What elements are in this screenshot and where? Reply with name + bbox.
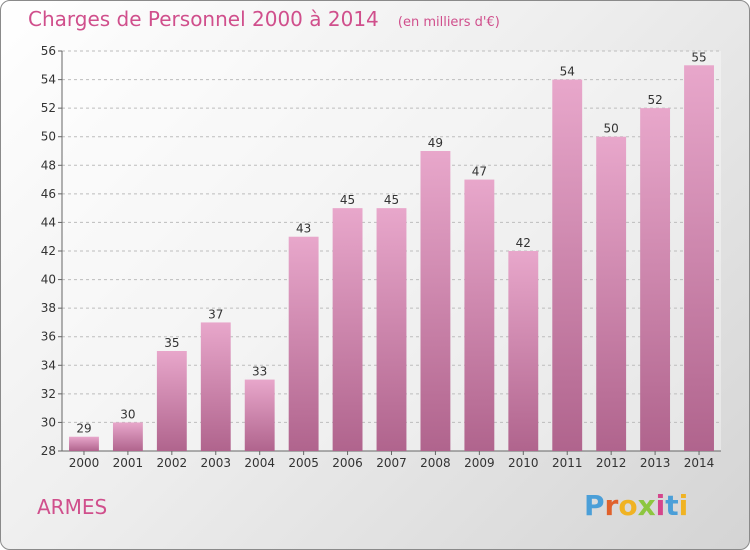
x-tick-label: 2000 bbox=[69, 456, 100, 470]
y-tick-label: 36 bbox=[41, 330, 56, 344]
y-tick-label: 34 bbox=[41, 358, 56, 372]
bar-value-label: 35 bbox=[164, 336, 179, 350]
town-name: ARMES bbox=[37, 495, 108, 519]
bar-value-label: 29 bbox=[76, 422, 91, 436]
logo-letter: i bbox=[655, 489, 666, 522]
y-tick-label: 42 bbox=[41, 244, 56, 258]
bar bbox=[552, 79, 583, 452]
bar bbox=[464, 179, 495, 452]
x-tick-label: 2006 bbox=[332, 456, 363, 470]
bar-value-label: 33 bbox=[252, 365, 267, 379]
bar-value-label: 50 bbox=[604, 122, 619, 136]
bar-value-label: 30 bbox=[120, 407, 135, 421]
x-tick-label: 2005 bbox=[288, 456, 319, 470]
bar-value-label: 37 bbox=[208, 307, 223, 321]
bar bbox=[508, 251, 539, 451]
y-tick-label: 56 bbox=[41, 44, 56, 58]
x-tick-label: 2001 bbox=[113, 456, 144, 470]
bar bbox=[200, 322, 231, 451]
bar-value-label: 42 bbox=[516, 236, 531, 250]
bar bbox=[112, 422, 143, 451]
bar bbox=[596, 136, 627, 451]
proxiti-logo: Proxiti bbox=[584, 489, 688, 522]
title-unit: (en milliers d'€) bbox=[397, 15, 500, 30]
y-tick-label: 28 bbox=[41, 444, 56, 458]
bar-value-label: 55 bbox=[691, 50, 706, 64]
x-tick-label: 2008 bbox=[420, 456, 451, 470]
bar bbox=[156, 351, 187, 451]
bar-value-label: 43 bbox=[296, 222, 311, 236]
y-tick-label: 46 bbox=[41, 187, 56, 201]
bar bbox=[640, 108, 671, 452]
logo-letter: i bbox=[678, 489, 689, 522]
y-tick-label: 40 bbox=[41, 273, 56, 287]
x-tick-label: 2004 bbox=[244, 456, 275, 470]
y-tick-label: 30 bbox=[41, 415, 56, 429]
logo-letter: o bbox=[618, 489, 638, 522]
bar bbox=[376, 208, 407, 451]
logo-letter: r bbox=[604, 489, 619, 522]
bar bbox=[420, 151, 451, 451]
y-tick-label: 54 bbox=[41, 73, 56, 87]
x-tick-label: 2012 bbox=[596, 456, 627, 470]
bar bbox=[684, 65, 714, 452]
x-tick-label: 2011 bbox=[552, 456, 583, 470]
chart-title: Charges de Personnel 2000 à 2014 (en mil… bbox=[28, 7, 500, 31]
y-tick-label: 44 bbox=[41, 215, 56, 229]
bar bbox=[332, 208, 363, 451]
y-tick-label: 48 bbox=[41, 158, 56, 172]
logo-letter: t bbox=[665, 489, 679, 522]
x-tick-label: 2010 bbox=[508, 456, 539, 470]
bar-value-label: 45 bbox=[340, 193, 355, 207]
bar bbox=[288, 236, 319, 451]
bar-value-label: 54 bbox=[560, 65, 575, 79]
x-tick-label: 2014 bbox=[684, 456, 715, 470]
bar-value-label: 45 bbox=[384, 193, 399, 207]
x-tick-label: 2013 bbox=[640, 456, 671, 470]
bar-value-label: 52 bbox=[647, 93, 662, 107]
bar-value-label: 47 bbox=[472, 165, 487, 179]
x-tick-label: 2009 bbox=[464, 456, 495, 470]
y-tick-label: 32 bbox=[41, 387, 56, 401]
logo-letter: x bbox=[637, 489, 656, 522]
x-tick-label: 2003 bbox=[200, 456, 231, 470]
bar bbox=[69, 436, 99, 451]
y-tick-label: 50 bbox=[41, 130, 56, 144]
y-tick-label: 38 bbox=[41, 301, 56, 315]
logo-letter: P bbox=[584, 489, 605, 522]
x-tick-label: 2002 bbox=[157, 456, 188, 470]
x-tick-label: 2007 bbox=[376, 456, 407, 470]
title-main: Charges de Personnel 2000 à 2014 bbox=[28, 7, 379, 31]
bar bbox=[244, 379, 275, 451]
y-tick-label: 52 bbox=[41, 101, 56, 115]
bar-value-label: 49 bbox=[428, 136, 443, 150]
